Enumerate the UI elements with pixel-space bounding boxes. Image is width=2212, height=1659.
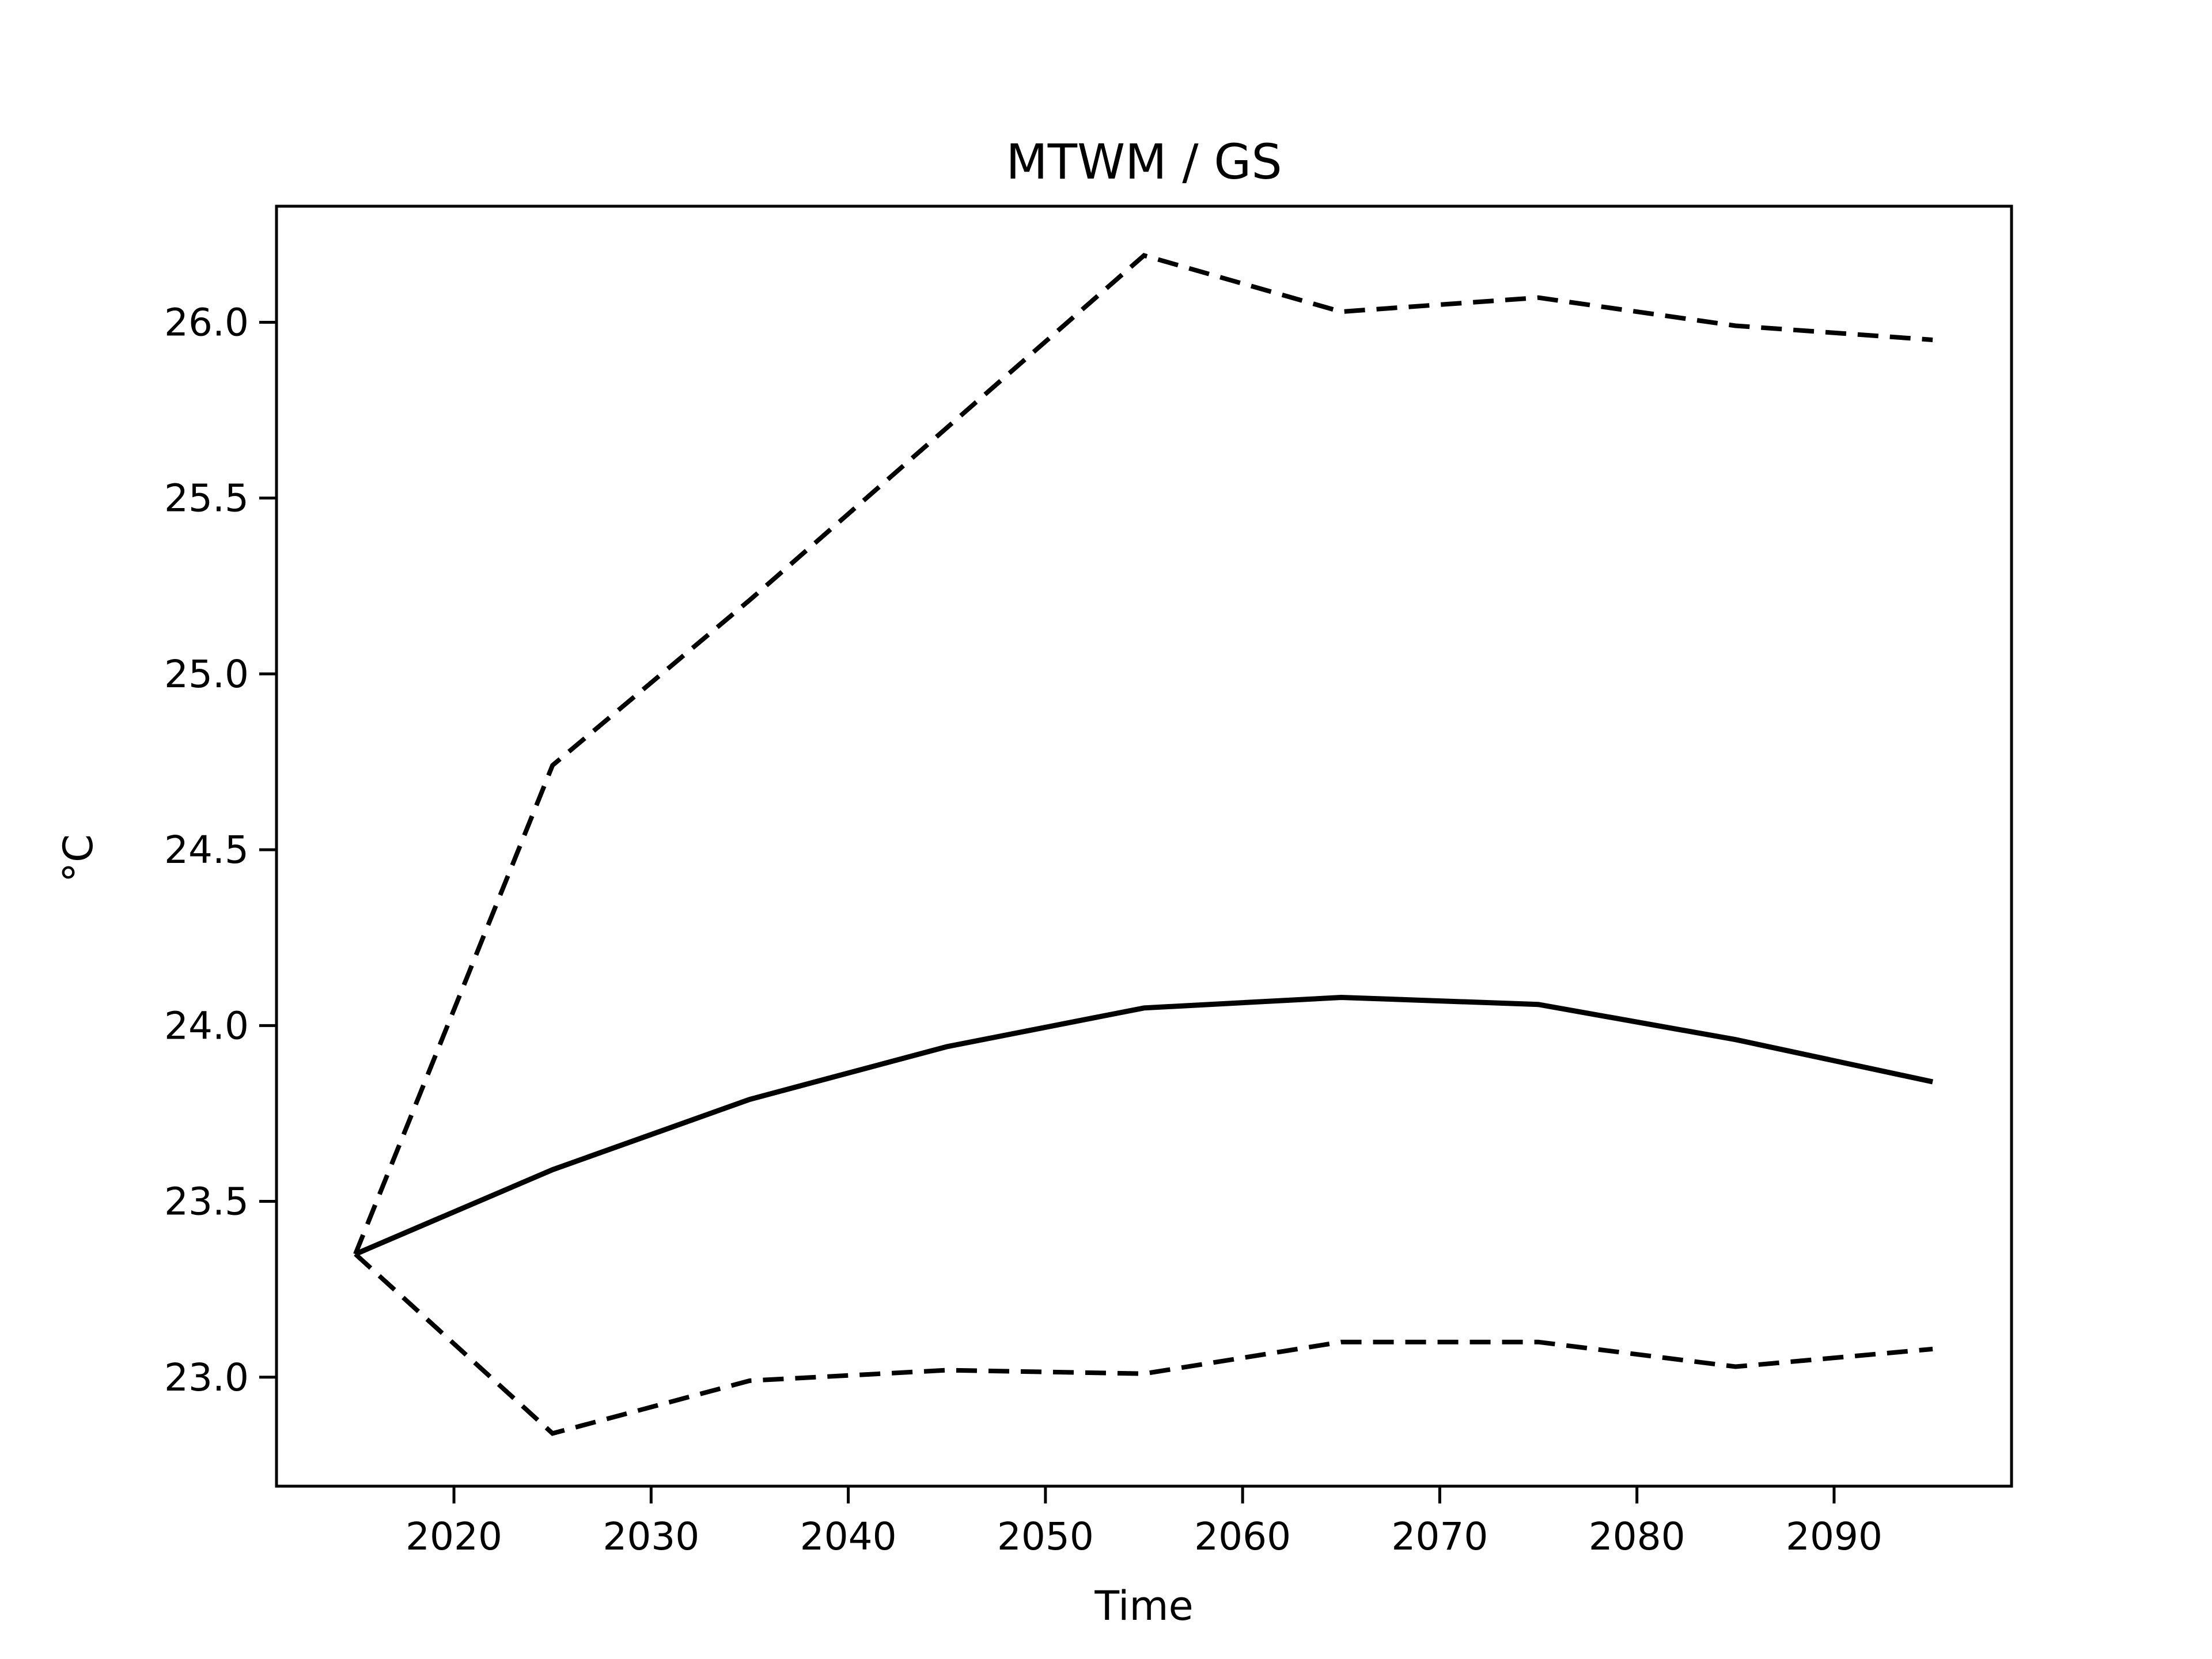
y-axis-label: °C — [55, 834, 102, 882]
x-tick-label: 2050 — [997, 1514, 1094, 1559]
y-tick-label: 26.0 — [164, 300, 249, 344]
ticks-layer: 2020 2030 2040 2050 2060 2070 2080 2090 23.0 23.5… — [164, 300, 1883, 1559]
y-tick-label: 23.0 — [164, 1355, 249, 1400]
chart-title: MTWM / GS — [1006, 134, 1282, 190]
series-line-mean — [354, 994, 1934, 1257]
y-tick-label: 23.5 — [164, 1180, 249, 1224]
x-axis-label: Time — [1094, 1582, 1193, 1630]
x-tick-label: 2020 — [406, 1514, 502, 1559]
x-tick-label: 2090 — [1786, 1514, 1883, 1559]
x-tick-label: 2080 — [1589, 1514, 1685, 1559]
series-line-upper-bound — [353, 253, 1933, 1255]
y-tick-label: 24.5 — [164, 828, 249, 872]
x-tick-label: 2070 — [1391, 1514, 1488, 1559]
y-tick-label: 24.0 — [164, 1003, 249, 1048]
y-tick-label: 25.5 — [164, 476, 249, 521]
series-line-lower-bound — [354, 1252, 1933, 1436]
series-layer — [353, 253, 1934, 1436]
x-tick-label: 2060 — [1194, 1514, 1291, 1559]
y-tick-label: 25.0 — [164, 652, 249, 696]
plot-border — [275, 204, 2013, 1488]
x-tick-label: 2040 — [800, 1514, 897, 1559]
x-tick-label: 2030 — [603, 1514, 699, 1559]
